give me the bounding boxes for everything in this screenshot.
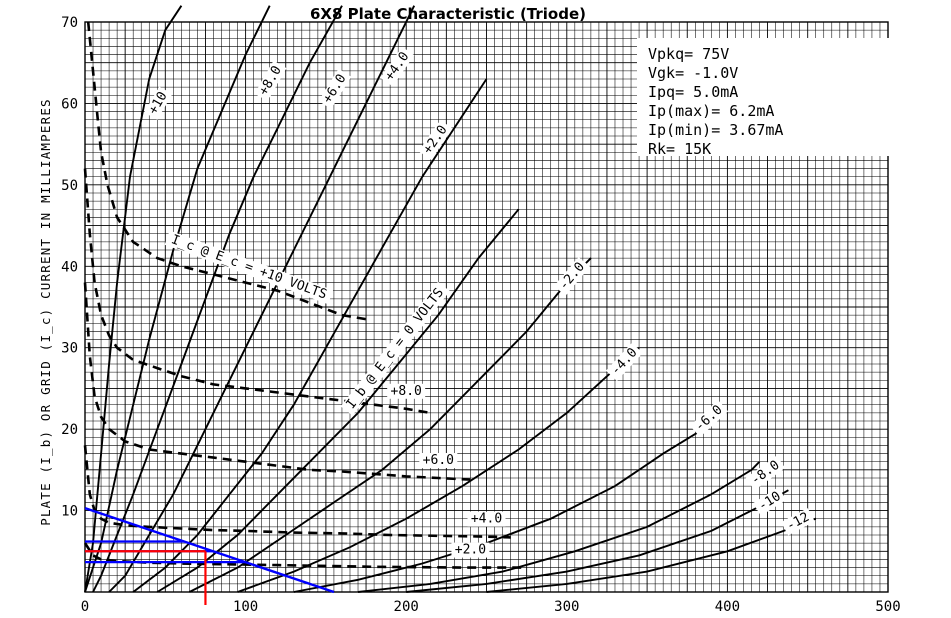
- curve-label-bg: [781, 508, 815, 536]
- curve-label-bg: [554, 256, 591, 296]
- plate-curve: [406, 489, 789, 593]
- grid-label: +8.0: [387, 383, 426, 399]
- plate-label: +6.0: [318, 68, 352, 109]
- grid-curve: [83, 542, 527, 569]
- y-tick-label: 70: [61, 15, 78, 31]
- y-tick-label: 20: [61, 422, 78, 438]
- grid-label: +6.0: [419, 453, 458, 468]
- x-tick-label: 300: [554, 599, 579, 615]
- plate-curve: [156, 208, 520, 593]
- curve-label-bg: [467, 511, 506, 527]
- operating-lines-group: [84, 506, 335, 605]
- curve-label: +8.0: [256, 64, 285, 99]
- plate-curve: [237, 346, 640, 593]
- curve-label-bg: [418, 119, 453, 160]
- grid-curve: [83, 282, 471, 481]
- grid-label: +4.0: [467, 511, 506, 527]
- plate-label: -2.0: [554, 256, 591, 296]
- curve-label-bg: [745, 455, 786, 491]
- plate-label: -10: [752, 487, 787, 516]
- plate-curve: [357, 461, 761, 593]
- curve-label-bg: [387, 383, 426, 399]
- curve-label-bg: [318, 68, 352, 109]
- x-tick-label: 100: [233, 599, 258, 615]
- x-tick-label: 500: [875, 599, 900, 615]
- plate-curve: [293, 416, 720, 593]
- curve-label-bg: [144, 86, 173, 120]
- info-ipmin: Ip(min)= 3.67mA: [648, 121, 783, 139]
- x-tick-label: 200: [394, 599, 419, 615]
- curve-label: +4.0: [471, 512, 502, 527]
- plate-label: -12: [781, 508, 815, 536]
- plate-label: -4.0: [605, 342, 643, 381]
- curve-label: +2.0: [455, 543, 486, 558]
- grid-label: +2.0: [451, 542, 490, 558]
- curve-label-bg: [254, 60, 287, 102]
- y-tick-label: 50: [61, 178, 78, 194]
- curve-label-bg: [380, 46, 415, 87]
- y-tick-label: 10: [61, 504, 78, 520]
- operating-point-info: Vpkq= 75V Vgk= -1.0V Ipq= 5.0mA Ip(max)=…: [637, 38, 892, 158]
- y-tick-label: 30: [61, 341, 78, 357]
- x-tick-label: 0: [81, 599, 89, 615]
- grid-curve: [86, 21, 367, 321]
- info-ipmax: Ip(max)= 6.2mA: [648, 102, 774, 120]
- curve-label-bg: [340, 281, 450, 416]
- load-line: [84, 506, 335, 594]
- plate-curve: [486, 517, 817, 593]
- info-ipq: Ipq= 5.0mA: [648, 83, 738, 101]
- info-panel-bg: [637, 38, 892, 156]
- curve-label-bg: [164, 230, 334, 305]
- chart-title: 6X8 Plate Characteristic (Triode): [310, 5, 586, 23]
- plate-label: +8.0: [254, 60, 287, 102]
- curve-label-bg: [419, 453, 458, 468]
- y-tick-label: 40: [61, 259, 78, 275]
- y-tick-label: 60: [61, 96, 78, 112]
- plate-curve: [132, 78, 488, 593]
- curve-label-bg: [605, 342, 643, 381]
- x-tick-label: 400: [715, 599, 740, 615]
- info-rk: Rk= 15K: [648, 140, 711, 158]
- y-axis-label: PLATE (I_b) OR GRID (I_c) CURRENT IN MIL…: [38, 98, 53, 526]
- plate-label: +4.0: [380, 46, 415, 87]
- curve-label-bg: [689, 400, 729, 437]
- curve-label-bg: [451, 542, 490, 558]
- info-vgk: Vgk= -1.0V: [648, 64, 738, 82]
- curve-label: +8.0: [391, 384, 422, 399]
- plate-label: -6.0: [689, 400, 729, 437]
- curve-label-bg: [752, 487, 787, 516]
- plate-curve: [188, 257, 592, 593]
- grid-curve: [83, 445, 511, 539]
- chart-grid: [84, 21, 889, 593]
- curve-label: I_c @ E_c = +10 VOLTS: [169, 232, 329, 302]
- curve-label: +6.0: [423, 453, 454, 468]
- info-vpkq: Vpkq= 75V: [648, 45, 729, 63]
